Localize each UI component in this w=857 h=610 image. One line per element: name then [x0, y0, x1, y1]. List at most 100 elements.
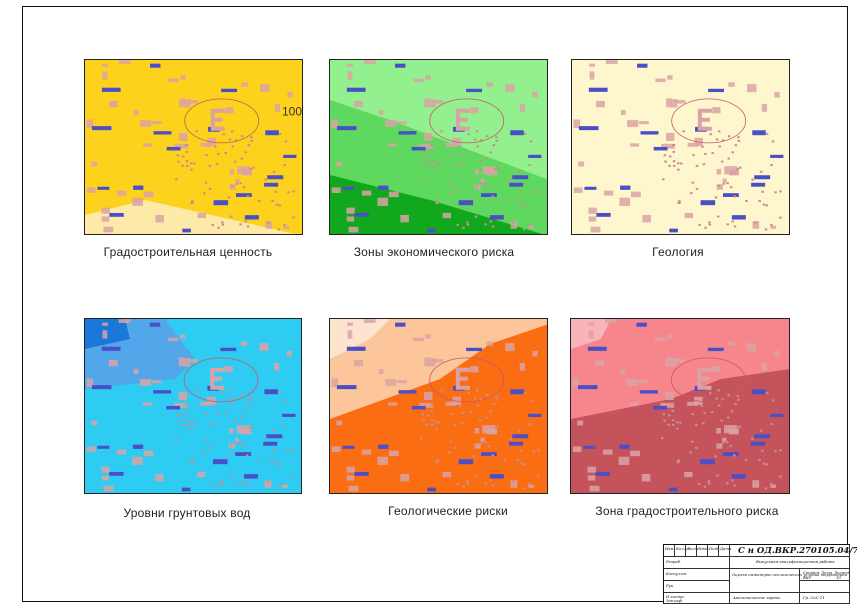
stamp-stadia-value: ВКР [803, 575, 812, 580]
house-dot [191, 200, 194, 203]
house-dot [286, 450, 289, 453]
facility-block [91, 126, 112, 131]
building [671, 99, 678, 108]
building [388, 191, 399, 198]
building [229, 184, 236, 190]
house-dot [691, 181, 695, 184]
facility-block [619, 444, 630, 449]
building [184, 99, 191, 108]
building [377, 456, 389, 465]
house-dot [249, 398, 253, 401]
house-dot [485, 157, 488, 160]
house-dot [449, 440, 453, 443]
building [240, 341, 248, 346]
building [627, 120, 639, 127]
facility-block [458, 200, 474, 206]
facility-block [620, 185, 631, 190]
building [118, 319, 131, 323]
house-dot [181, 164, 184, 167]
stamp-row-ruk: Рук. [666, 583, 675, 588]
building [528, 484, 535, 488]
house-dot [537, 475, 540, 478]
highlight-ellipse [429, 357, 505, 403]
house-dot [467, 392, 471, 395]
facility-block [336, 126, 357, 131]
house-dot [231, 145, 234, 148]
house-dot [758, 459, 761, 462]
landmark-building [697, 108, 712, 131]
facility-block [427, 228, 436, 233]
building [178, 391, 187, 400]
facility-block [583, 445, 596, 449]
house-dot [733, 225, 737, 228]
house-dot [284, 140, 288, 143]
house-dot [537, 190, 540, 193]
house-dot [537, 216, 540, 219]
caption-urban-risk: Зона градостроительного риска [595, 504, 779, 518]
building [143, 191, 154, 198]
house-dot [462, 485, 465, 488]
house-dot [220, 480, 224, 483]
house-dot [503, 200, 506, 203]
house-dot [734, 144, 738, 147]
house-dot [529, 399, 533, 402]
building [86, 119, 94, 129]
house-dot [517, 429, 521, 432]
facility-block [378, 444, 389, 449]
house-dot [708, 221, 711, 224]
building [142, 402, 152, 406]
building [674, 359, 685, 363]
house-dot [509, 178, 512, 181]
house-dot [436, 200, 439, 203]
house-dot [721, 398, 724, 401]
house-dot [708, 482, 711, 485]
building [747, 84, 757, 93]
facility-block [266, 434, 283, 439]
house-dot [250, 139, 254, 142]
house-dot [762, 462, 766, 465]
building [470, 366, 479, 373]
house-dot [715, 397, 718, 400]
house-dot [695, 164, 699, 167]
caption-groundwater: Уровни грунтовых вод [123, 506, 251, 520]
building [667, 75, 673, 80]
house-dot [708, 223, 712, 226]
house-dot [528, 482, 531, 485]
house-dot [495, 139, 499, 142]
building [336, 420, 343, 426]
facility-block [722, 452, 739, 456]
building [101, 207, 110, 214]
facility-block [427, 487, 436, 492]
building [578, 161, 585, 167]
house-dot [744, 459, 748, 462]
house-dot [230, 389, 233, 392]
house-dot [184, 403, 188, 406]
facility-block [512, 175, 529, 180]
building [528, 225, 535, 229]
building [235, 178, 240, 183]
building [102, 322, 108, 326]
house-dot [176, 413, 180, 416]
building [595, 359, 605, 367]
facility-block [754, 175, 771, 180]
house-dot [671, 423, 675, 426]
house-dot [759, 170, 763, 173]
building [603, 190, 614, 196]
house-dot [700, 404, 703, 407]
building [173, 402, 188, 408]
house-dot [181, 414, 185, 417]
facility-block [91, 385, 112, 390]
building [336, 161, 343, 167]
building [752, 221, 760, 229]
facility-block [282, 413, 296, 417]
house-dot [472, 455, 476, 458]
house-dot [213, 404, 217, 407]
building [331, 187, 341, 193]
building [152, 121, 162, 125]
house-dot [242, 445, 245, 448]
landmark-building [455, 108, 470, 131]
building [101, 216, 110, 222]
building [510, 480, 518, 488]
highlight-ellipse [429, 98, 505, 144]
house-dot [529, 140, 533, 143]
